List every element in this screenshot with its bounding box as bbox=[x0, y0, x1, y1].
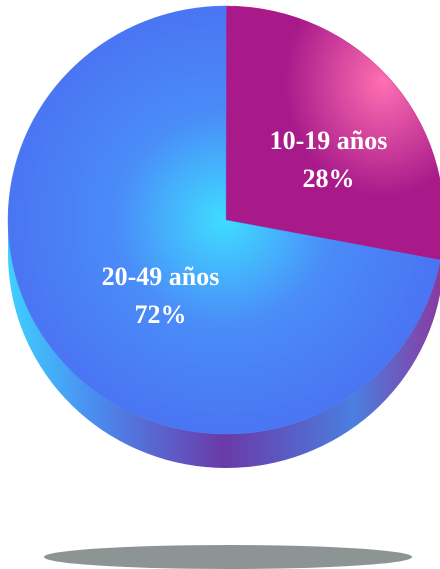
slice-label: 10-19 años bbox=[270, 126, 388, 155]
slice-value-label: 28% bbox=[302, 164, 354, 193]
slice-side bbox=[8, 220, 440, 468]
slice bbox=[225, 5, 440, 261]
slice bbox=[7, 5, 440, 435]
slice-label: 20-49 años bbox=[102, 262, 220, 291]
slice-value-label: 72% bbox=[134, 300, 186, 329]
shadow bbox=[44, 545, 412, 569]
